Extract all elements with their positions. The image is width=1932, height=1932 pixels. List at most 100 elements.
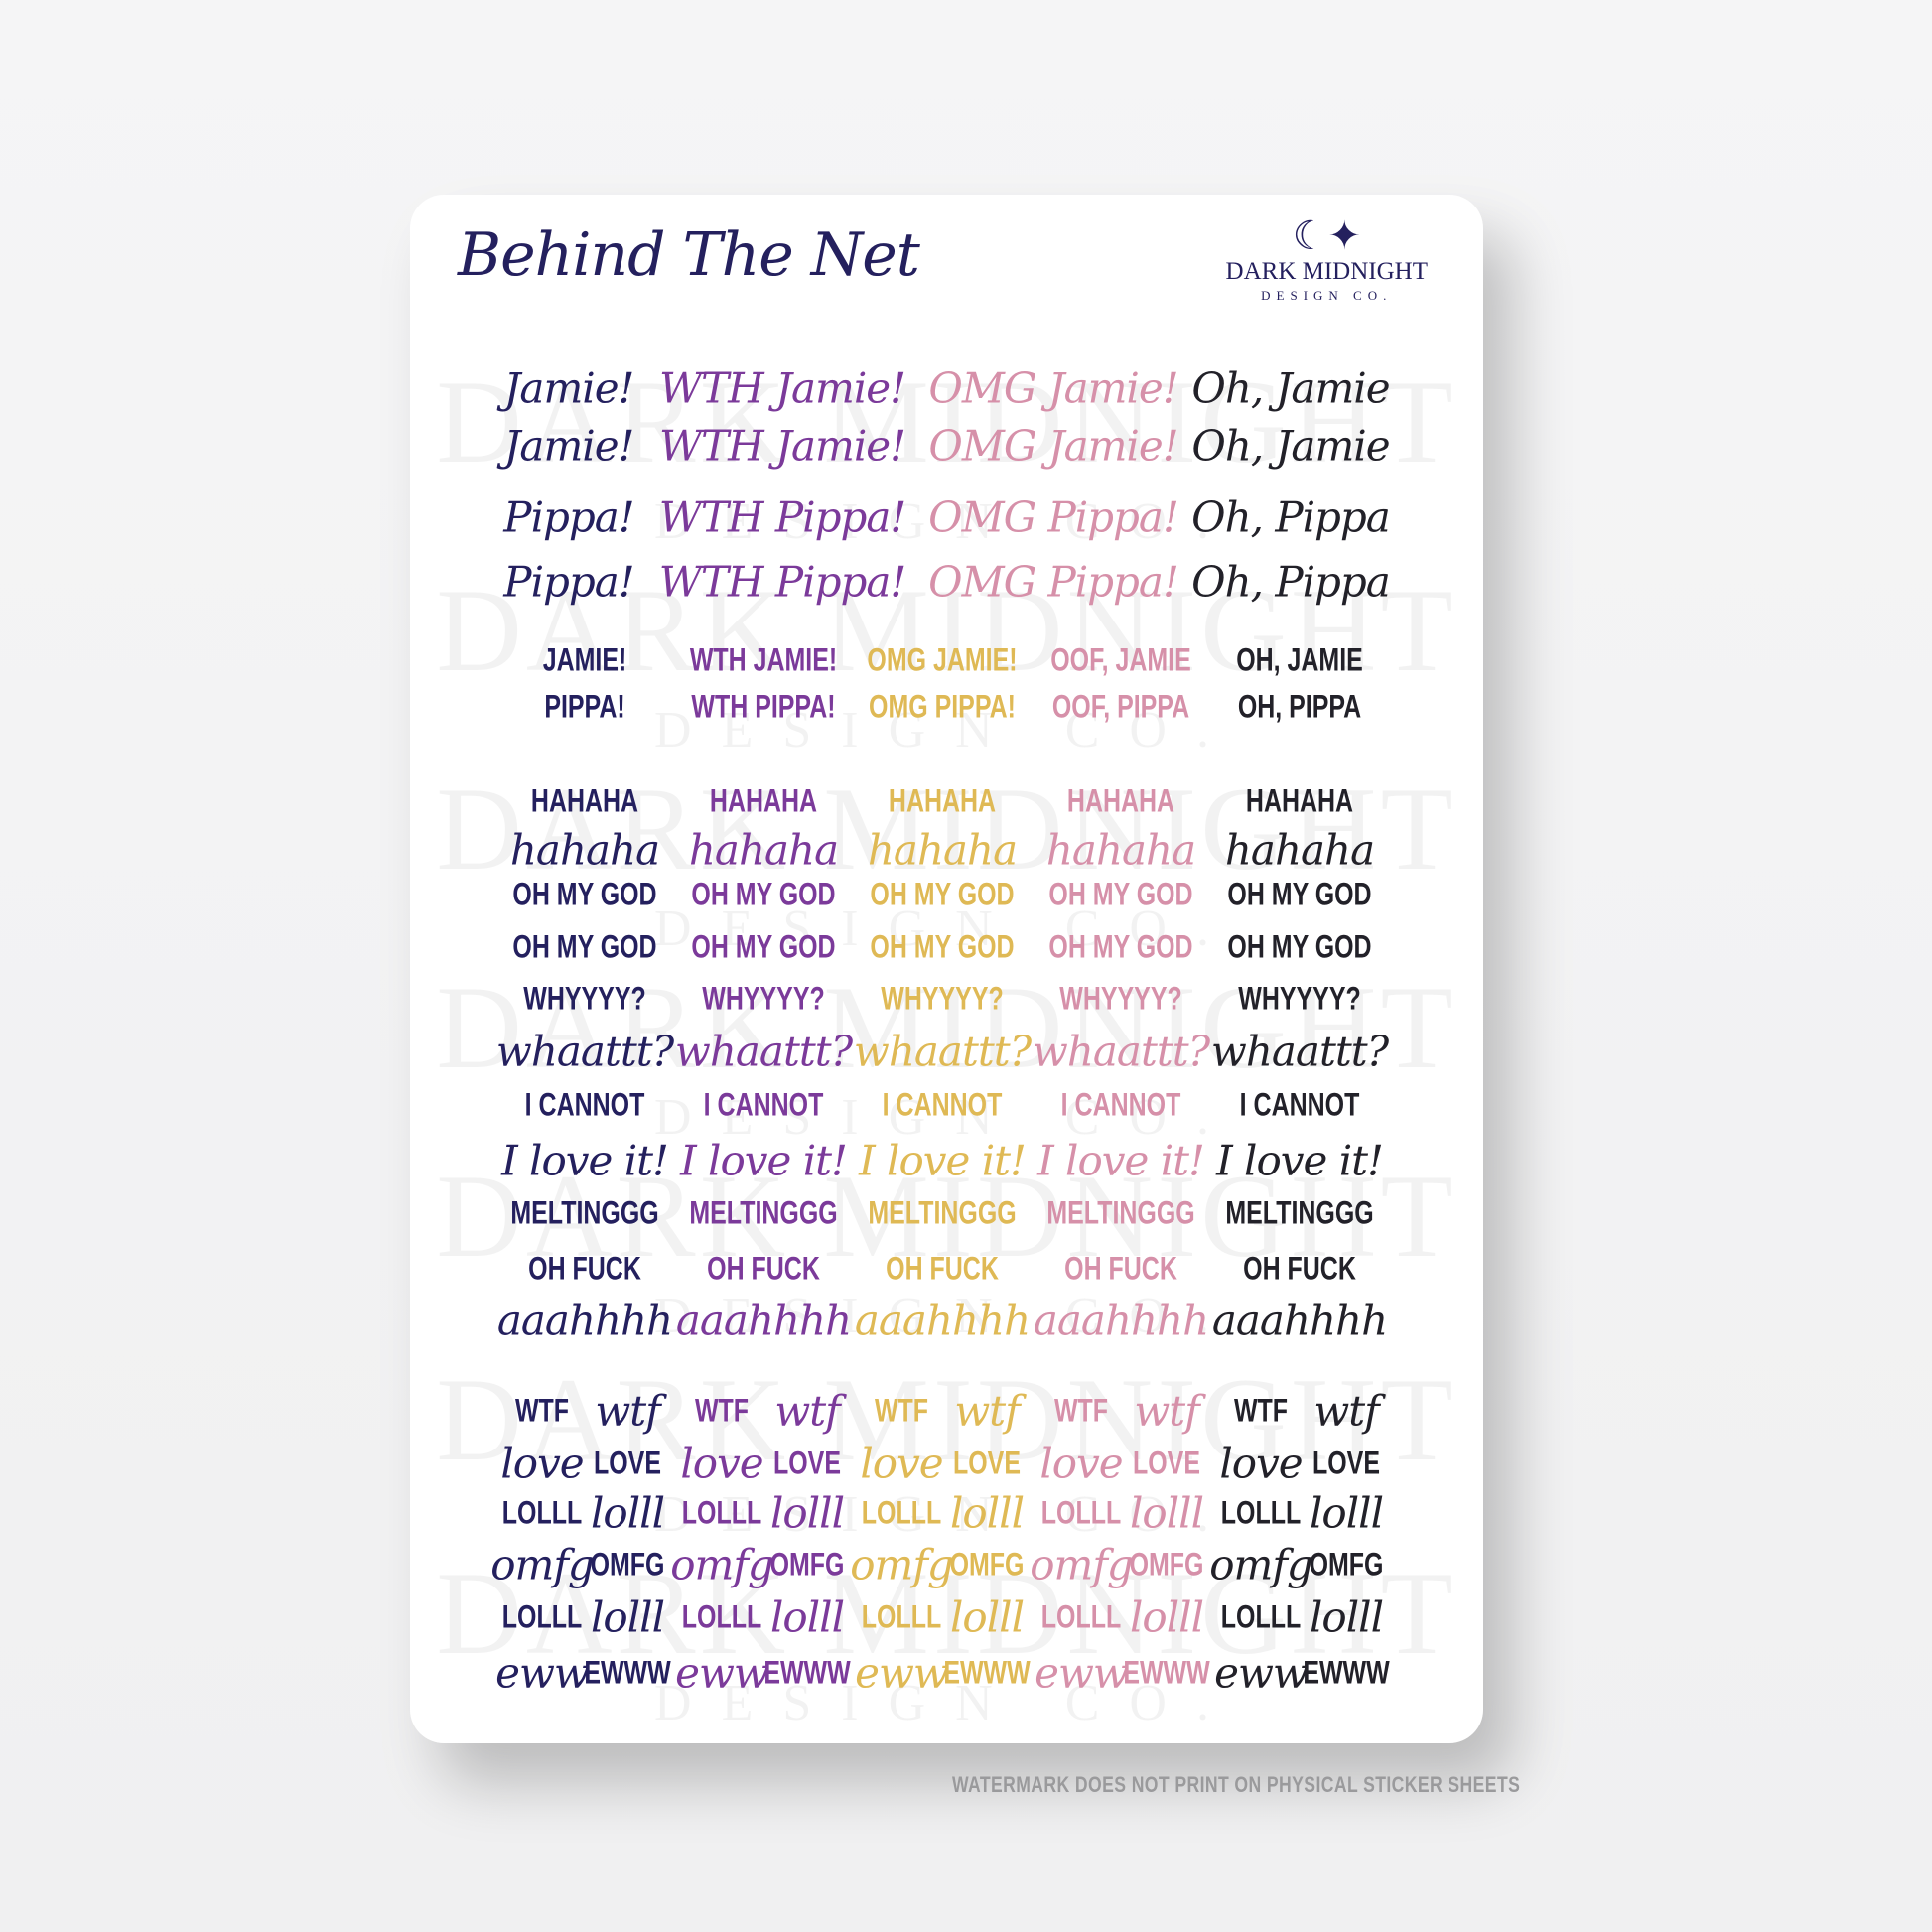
sticker: OMG Pippa! [928, 557, 1179, 607]
sticker: JAMIE! [542, 641, 627, 678]
sticker: I love it! [680, 1136, 848, 1185]
sticker: OH MY GOD [1227, 928, 1372, 965]
sticker: WHYYYY? [702, 980, 825, 1017]
sticker: LOLLL [1040, 1598, 1122, 1635]
sticker: LOVE [1133, 1445, 1200, 1481]
sticker: WTH Pippa! [658, 492, 907, 542]
sticker: lolll [769, 1488, 845, 1538]
sticker: WHYYYY? [1238, 980, 1361, 1017]
sticker: OH FUCK [707, 1250, 820, 1287]
sticker: I love it! [859, 1136, 1027, 1185]
sticker: lolll [1129, 1592, 1204, 1642]
sticker: omfg [850, 1540, 954, 1589]
sticker: OMFG [769, 1546, 845, 1583]
sticker: lolll [949, 1592, 1025, 1642]
sticker: love [680, 1439, 763, 1488]
sticker: HAHAHA [530, 782, 639, 819]
sticker: I CANNOT [703, 1086, 824, 1123]
sticker: EWWW [1123, 1654, 1210, 1691]
sticker: OMG JAMIE! [867, 641, 1018, 678]
sticker: OH MY GOD [512, 928, 657, 965]
sticker: LOLLL [501, 1494, 583, 1531]
sticker: lolll [1129, 1488, 1204, 1538]
sticker: MELTINGGG [868, 1194, 1017, 1231]
sticker: whaattt? [674, 1027, 853, 1076]
sticker: LOVE [1312, 1445, 1380, 1481]
sticker: eww [495, 1648, 590, 1698]
sticker: Pippa! [503, 492, 634, 542]
sticker: WTH JAMIE! [689, 641, 838, 678]
sticker: LOLLL [1220, 1494, 1302, 1531]
sticker: HAHAHA [1066, 782, 1175, 819]
sticker: wtf [595, 1386, 660, 1436]
sticker: OH MY GOD [1048, 928, 1193, 965]
sticker: lolll [769, 1592, 845, 1642]
sticker: EWWW [763, 1654, 851, 1691]
sticker: eww [1214, 1648, 1309, 1698]
sticker: Oh, Pippa [1191, 557, 1391, 607]
sticker: OH MY GOD [870, 928, 1015, 965]
sticker: I CANNOT [1060, 1086, 1181, 1123]
sticker: lolll [590, 1592, 665, 1642]
sticker: WTH Jamie! [658, 421, 906, 471]
sticker: aaahhhh [496, 1296, 673, 1345]
sticker: hahaha [867, 825, 1018, 875]
sticker: Oh, Jamie [1191, 363, 1390, 413]
sticker: Jamie! [503, 421, 635, 471]
sticker: OH FUCK [886, 1250, 999, 1287]
sticker: WTH PIPPA! [691, 688, 836, 725]
sticker: I love it! [501, 1136, 669, 1185]
sheet-title: Behind The Net [458, 220, 920, 290]
sticker: LOLLL [1040, 1494, 1122, 1531]
sticker: lolll [590, 1488, 665, 1538]
sticker: OMG Jamie! [928, 363, 1178, 413]
sticker: I CANNOT [882, 1086, 1003, 1123]
sticker: LOLLL [861, 1598, 942, 1635]
sticker: omfg [490, 1540, 595, 1589]
sticker: MELTINGGG [510, 1194, 659, 1231]
sticker: MELTINGGG [1046, 1194, 1195, 1231]
sticker: hahaha [688, 825, 839, 875]
sticker: I CANNOT [1239, 1086, 1360, 1123]
sticker: wtf [954, 1386, 1020, 1436]
crescent-moon-star-icon: ☾✦ [1292, 213, 1361, 258]
sticker: MELTINGGG [1225, 1194, 1374, 1231]
sticker: OH MY GOD [691, 928, 836, 965]
sticker: OH FUCK [1243, 1250, 1356, 1287]
sticker: hahaha [509, 825, 660, 875]
sticker: WTH Pippa! [658, 557, 907, 607]
sticker: aaahhhh [1033, 1296, 1209, 1345]
sticker: hahaha [1224, 825, 1375, 875]
sticker: Jamie! [503, 363, 635, 413]
sticker: omfg [1030, 1540, 1134, 1589]
sticker: WTF [694, 1392, 750, 1429]
sticker: whaattt? [1032, 1027, 1210, 1076]
sticker: OH FUCK [528, 1250, 641, 1287]
sticker: aaahhhh [1211, 1296, 1388, 1345]
sticker: wtf [1313, 1386, 1379, 1436]
sticker: love [1039, 1439, 1123, 1488]
sticker: WTF [514, 1392, 570, 1429]
sticker: OMG Pippa! [928, 492, 1179, 542]
sticker: Oh, Pippa [1191, 492, 1391, 542]
sticker: lolll [1309, 1488, 1384, 1538]
sticker: Oh, Jamie [1191, 421, 1390, 471]
sticker: LOLLL [861, 1494, 942, 1531]
sticker: I love it! [1216, 1136, 1384, 1185]
sticker: OOF, JAMIE [1050, 641, 1191, 678]
sticker: OMFG [1309, 1546, 1384, 1583]
sticker: aaahhhh [675, 1296, 852, 1345]
sticker: I CANNOT [524, 1086, 645, 1123]
sticker: OMG Jamie! [928, 421, 1178, 471]
sticker: lolll [1309, 1592, 1384, 1642]
sticker: wtf [774, 1386, 840, 1436]
sticker: WTF [1053, 1392, 1109, 1429]
sticker: OH MY GOD [691, 876, 836, 912]
sticker: love [860, 1439, 943, 1488]
sticker: OH MY GOD [1048, 876, 1193, 912]
sticker: OMFG [949, 1546, 1025, 1583]
sticker: OH, PIPPA [1237, 688, 1362, 725]
sticker: HAHAHA [888, 782, 997, 819]
sticker: aaahhhh [854, 1296, 1031, 1345]
sticker: whaattt? [1210, 1027, 1389, 1076]
